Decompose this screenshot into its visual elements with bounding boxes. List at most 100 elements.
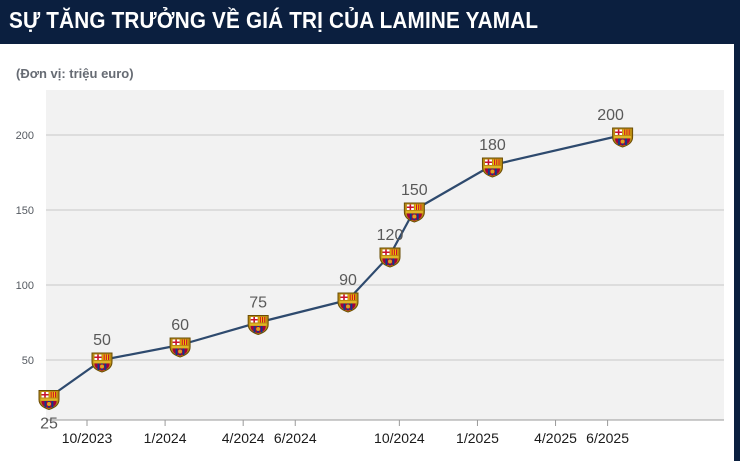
fc-barcelona-crest-icon bbox=[481, 157, 503, 178]
crest-stripe bbox=[103, 354, 105, 360]
fc-barcelona-crest-icon bbox=[612, 127, 634, 148]
crest-cross-h bbox=[615, 131, 623, 133]
crest-ball bbox=[620, 139, 625, 144]
data-label: 90 bbox=[339, 272, 357, 289]
crest-stripe bbox=[181, 339, 183, 345]
x-tick-label: 1/2024 bbox=[144, 430, 187, 446]
crest-ball bbox=[346, 304, 350, 309]
crest-cross-h bbox=[340, 296, 348, 298]
crest-ball bbox=[100, 364, 104, 369]
crest-stripe bbox=[494, 159, 496, 165]
crest-ball bbox=[178, 349, 183, 354]
crest-stripe bbox=[55, 392, 57, 398]
crest-cross-h bbox=[41, 394, 49, 396]
x-tick-label: 1/2025 bbox=[456, 430, 499, 446]
data-label: 25 bbox=[40, 416, 58, 433]
fc-barcelona-crest-icon bbox=[337, 292, 359, 313]
fc-barcelona-crest-icon bbox=[403, 202, 425, 223]
crest-blue-stripe bbox=[343, 303, 346, 310]
crest-blue-stripe bbox=[253, 326, 256, 333]
crest-cross-h bbox=[406, 206, 414, 208]
crest-band bbox=[249, 323, 267, 326]
crest-stripe bbox=[183, 339, 185, 345]
unit-label: (Đơn vị: triệu euro) bbox=[16, 66, 134, 81]
crest-stripe bbox=[498, 159, 500, 165]
crest-cross-h bbox=[382, 251, 390, 253]
x-tick-label: 4/2024 bbox=[222, 430, 265, 446]
crest-band bbox=[405, 211, 423, 214]
crest-stripe bbox=[186, 339, 188, 345]
crest-stripe bbox=[354, 294, 356, 300]
crest-stripe bbox=[418, 204, 420, 210]
crest-stripe bbox=[261, 317, 264, 323]
crest-band bbox=[381, 256, 399, 259]
crest-cross-h bbox=[172, 341, 180, 343]
right-border bbox=[734, 44, 740, 461]
crest-band bbox=[40, 398, 58, 401]
crest-blue-stripe bbox=[625, 138, 627, 145]
crest-cross-h bbox=[250, 319, 258, 321]
x-tick-label: 10/2024 bbox=[374, 430, 425, 446]
crest-stripe bbox=[420, 204, 422, 210]
data-label: 200 bbox=[597, 107, 624, 124]
chart-title: SỰ TĂNG TRƯỞNG VỀ GIÁ TRỊ CỦA LAMINE YAM… bbox=[9, 7, 539, 33]
data-label: 150 bbox=[401, 182, 428, 199]
crest-stripe bbox=[349, 294, 351, 300]
y-tick-label: 50 bbox=[22, 355, 34, 367]
crest-ball bbox=[256, 327, 261, 331]
crest-blue-stripe bbox=[409, 213, 412, 220]
header-bar: SỰ TĂNG TRƯỞNG VỀ GIÁ TRỊ CỦA LAMINE YAM… bbox=[0, 0, 740, 44]
fc-barcelona-crest-icon bbox=[38, 390, 60, 411]
fc-barcelona-crest-icon bbox=[247, 315, 269, 336]
crest-stripe bbox=[415, 204, 418, 210]
crest-band bbox=[171, 346, 189, 349]
data-label: 60 bbox=[171, 317, 189, 334]
crest-blue-stripe bbox=[350, 303, 353, 310]
x-tick-label: 4/2025 bbox=[534, 430, 577, 446]
data-label: 50 bbox=[93, 332, 111, 349]
crest-stripe bbox=[496, 159, 498, 165]
crest-band bbox=[614, 136, 632, 139]
fc-barcelona-crest-icon bbox=[379, 247, 401, 268]
y-tick-label: 100 bbox=[16, 280, 34, 292]
data-label: 120 bbox=[377, 227, 404, 244]
crest-stripe bbox=[105, 354, 107, 360]
x-tick-label: 10/2023 bbox=[62, 430, 113, 446]
crest-ball bbox=[412, 214, 417, 219]
y-tick-label: 150 bbox=[16, 205, 34, 217]
crest-stripe bbox=[396, 249, 398, 255]
crest-ball bbox=[388, 259, 392, 264]
crest-stripe bbox=[264, 317, 266, 323]
crest-cross-h bbox=[484, 161, 492, 163]
crest-blue-stripe bbox=[416, 213, 419, 220]
crest-blue-stripe bbox=[618, 138, 620, 145]
crest-stripe bbox=[391, 249, 393, 255]
crest-blue-stripe bbox=[97, 363, 100, 370]
crest-stripe bbox=[351, 294, 353, 300]
data-label: 180 bbox=[479, 137, 506, 154]
crest-cross-h bbox=[94, 356, 102, 358]
x-tick-label: 6/2024 bbox=[274, 430, 317, 446]
crest-band bbox=[339, 301, 357, 304]
crest-stripe bbox=[259, 317, 261, 323]
crest-blue-stripe bbox=[182, 348, 185, 355]
crest-blue-stripe bbox=[487, 168, 490, 175]
crest-stripe bbox=[108, 354, 110, 360]
x-tick-label: 6/2025 bbox=[586, 430, 629, 446]
crest-blue-stripe bbox=[44, 401, 47, 408]
crest-stripe bbox=[50, 392, 52, 398]
crest-ball bbox=[490, 169, 495, 174]
crest-ball bbox=[47, 402, 51, 406]
crest-stripe bbox=[52, 392, 54, 398]
crest-blue-stripe bbox=[494, 168, 497, 175]
y-tick-label: 200 bbox=[16, 130, 34, 142]
crest-blue-stripe bbox=[260, 326, 263, 333]
fc-barcelona-crest-icon bbox=[91, 352, 113, 373]
crest-band bbox=[483, 166, 501, 169]
crest-stripe bbox=[626, 129, 628, 135]
crest-blue-stripe bbox=[104, 363, 107, 370]
fc-barcelona-crest-icon bbox=[169, 337, 191, 358]
crest-blue-stripe bbox=[51, 401, 54, 408]
crest-blue-stripe bbox=[175, 348, 178, 355]
